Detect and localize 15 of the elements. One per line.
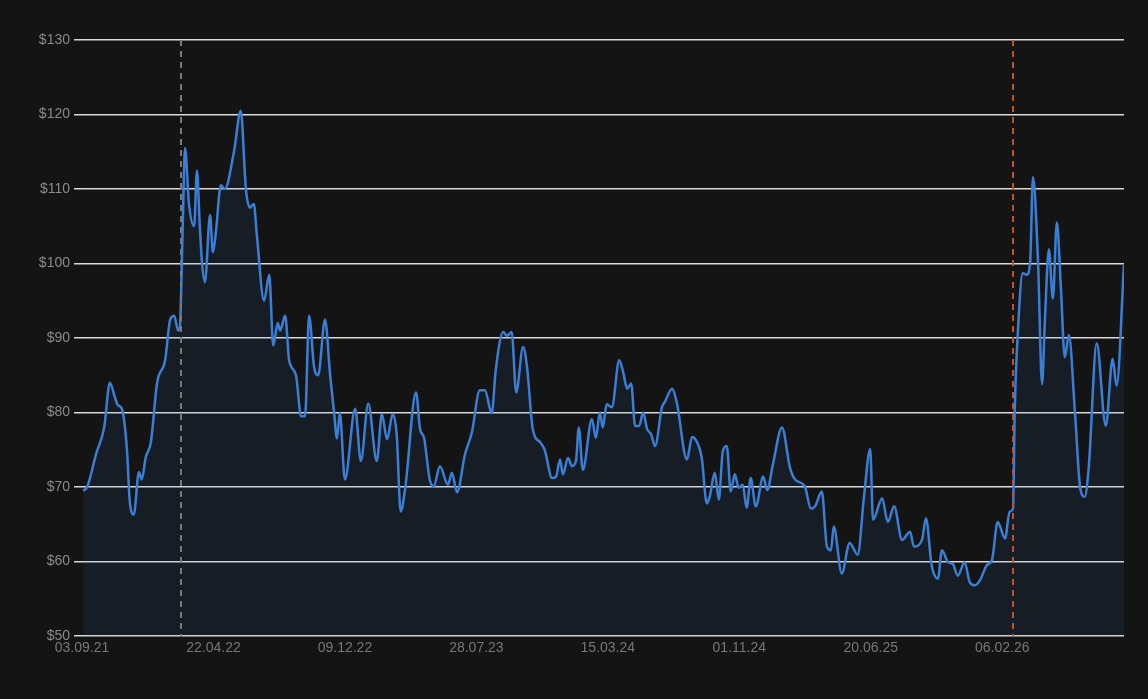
x-tick-label: 09.12.22	[317, 639, 373, 656]
y-tick-label: $130	[38, 30, 71, 47]
y-tick-label: $110	[39, 179, 71, 196]
y-tick-label: $100	[38, 254, 71, 271]
x-tick-label: 20.06.25	[843, 639, 899, 656]
y-tick-label: $120	[38, 105, 71, 122]
y-tick-label: $60	[46, 552, 71, 569]
x-tick-label: 15.03.24	[580, 639, 636, 656]
y-tick-label: $80	[46, 403, 71, 420]
x-tick-label: 06.02.26	[974, 639, 1030, 656]
y-tick-label: $70	[46, 477, 71, 494]
x-tick-label: 22.04.22	[186, 639, 241, 656]
x-tick-label: 28.07.23	[449, 639, 504, 656]
x-tick-label: 01.11.24	[712, 639, 767, 656]
y-tick-label: $90	[46, 328, 71, 345]
